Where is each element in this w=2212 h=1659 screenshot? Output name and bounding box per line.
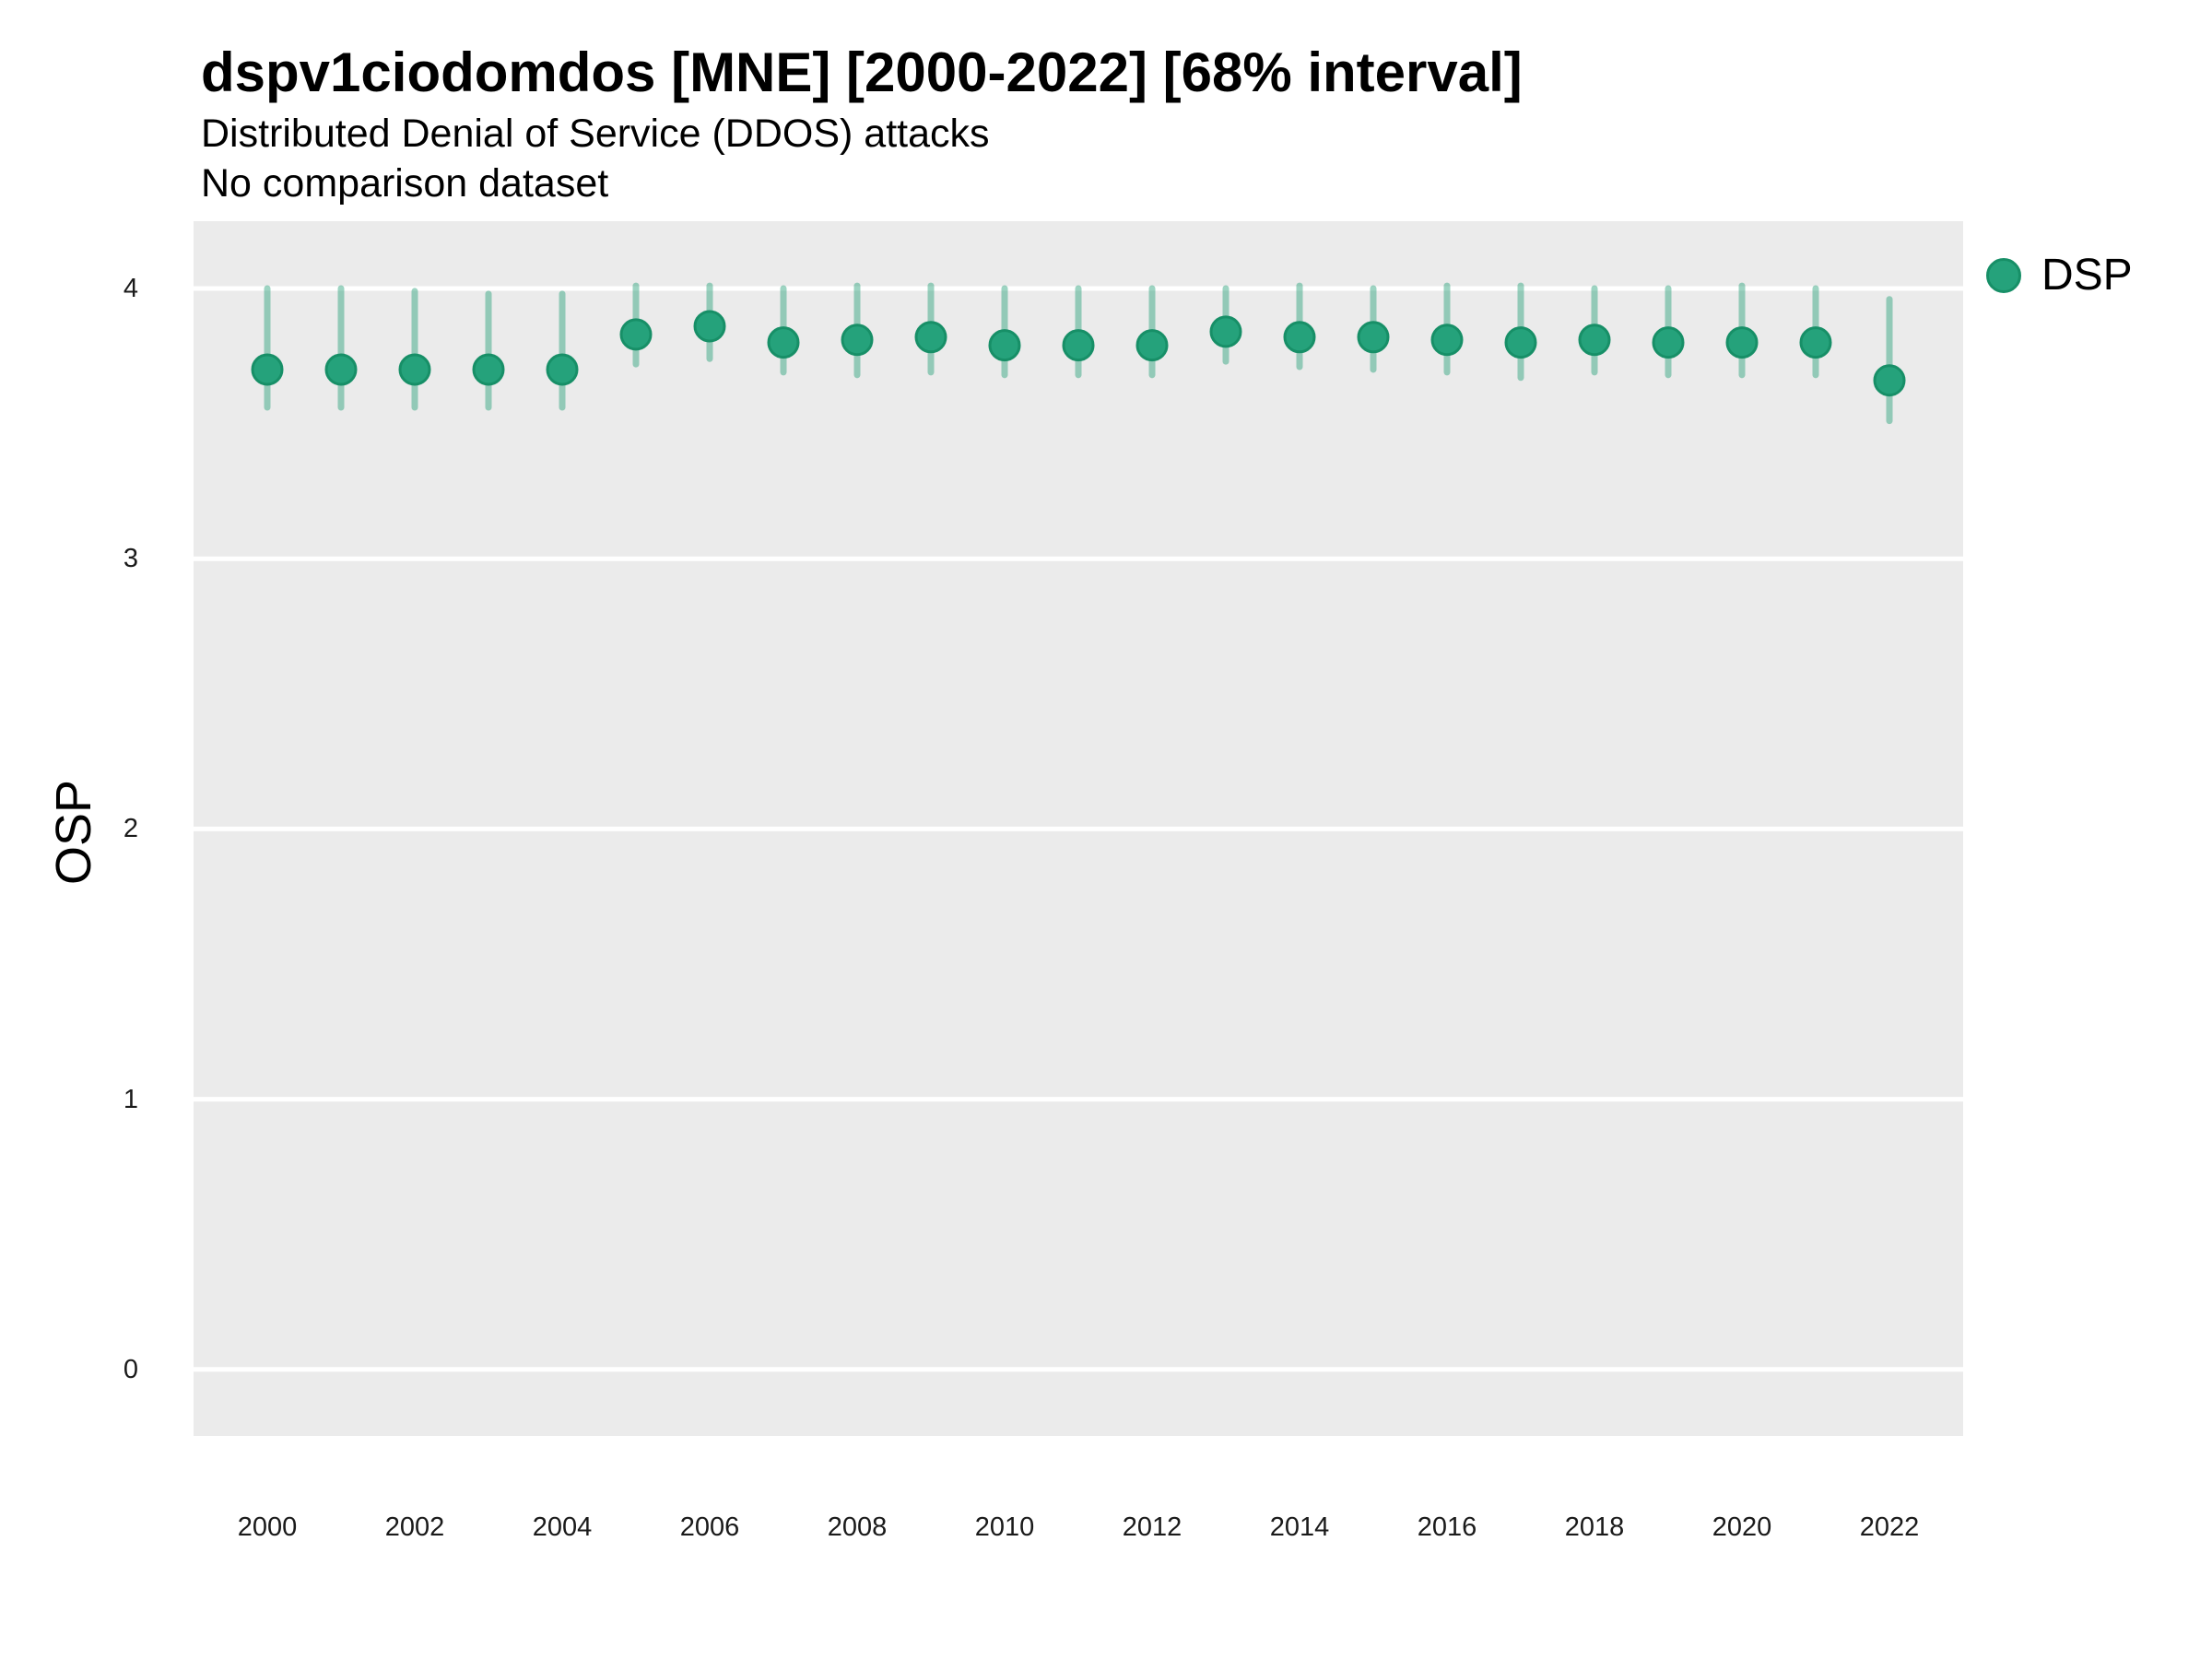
legend-dsp-swatch-icon [1986,258,2021,293]
x-tick-label: 2000 [237,1512,298,1542]
x-tick-label: 2010 [974,1512,1035,1542]
data-point [914,321,947,354]
data-point [1062,329,1095,362]
y-tick-label: 3 [123,544,138,574]
data-point [472,353,505,386]
data-point [324,353,358,386]
legend: DSP [1986,248,2133,303]
data-point [251,353,284,386]
data-point [546,353,579,386]
data-point [1430,324,1464,357]
data-point [1135,329,1169,362]
x-tick-label: 2006 [679,1512,740,1542]
data-point [767,326,800,359]
data-point [1652,326,1685,359]
legend-dsp-label: DSP [2041,251,2133,300]
x-tick-label: 2018 [1564,1512,1625,1542]
y-tick-label: 4 [123,274,138,303]
data-point [1725,326,1759,359]
data-point [841,324,874,357]
x-tick-label: 2004 [532,1512,593,1542]
data-point [1799,326,1832,359]
x-tick-label: 2008 [827,1512,888,1542]
plot-area [194,282,1963,1372]
data-point [1283,321,1316,354]
data-point [1357,321,1390,354]
data-point [988,329,1021,362]
x-tick-label: 2014 [1269,1512,1330,1542]
chart-subtitle: Distributed Denial of Service (DDOS) att… [201,112,990,156]
data-point [1873,364,1906,397]
y-tick-label: 2 [123,814,138,844]
y-tick-label: 0 [123,1354,138,1384]
data-point [1209,315,1242,348]
data-point [1504,326,1537,359]
data-point [1578,324,1611,357]
data-point [619,318,653,351]
y-tick-label: 1 [123,1084,138,1114]
plot-panel [194,221,1963,1436]
chart-title: dspv1ciodomdos [MNE] [2000-2022] [68% in… [201,41,1523,103]
x-tick-label: 2002 [384,1512,445,1542]
x-tick-label: 2022 [1859,1512,1920,1542]
chart-note-no-comparison: No comparison dataset [201,161,609,206]
x-tick-label: 2020 [1712,1512,1772,1542]
x-tick-label: 2016 [1417,1512,1477,1542]
data-point [693,310,726,343]
data-point [398,353,431,386]
x-tick-label: 2012 [1122,1512,1182,1542]
